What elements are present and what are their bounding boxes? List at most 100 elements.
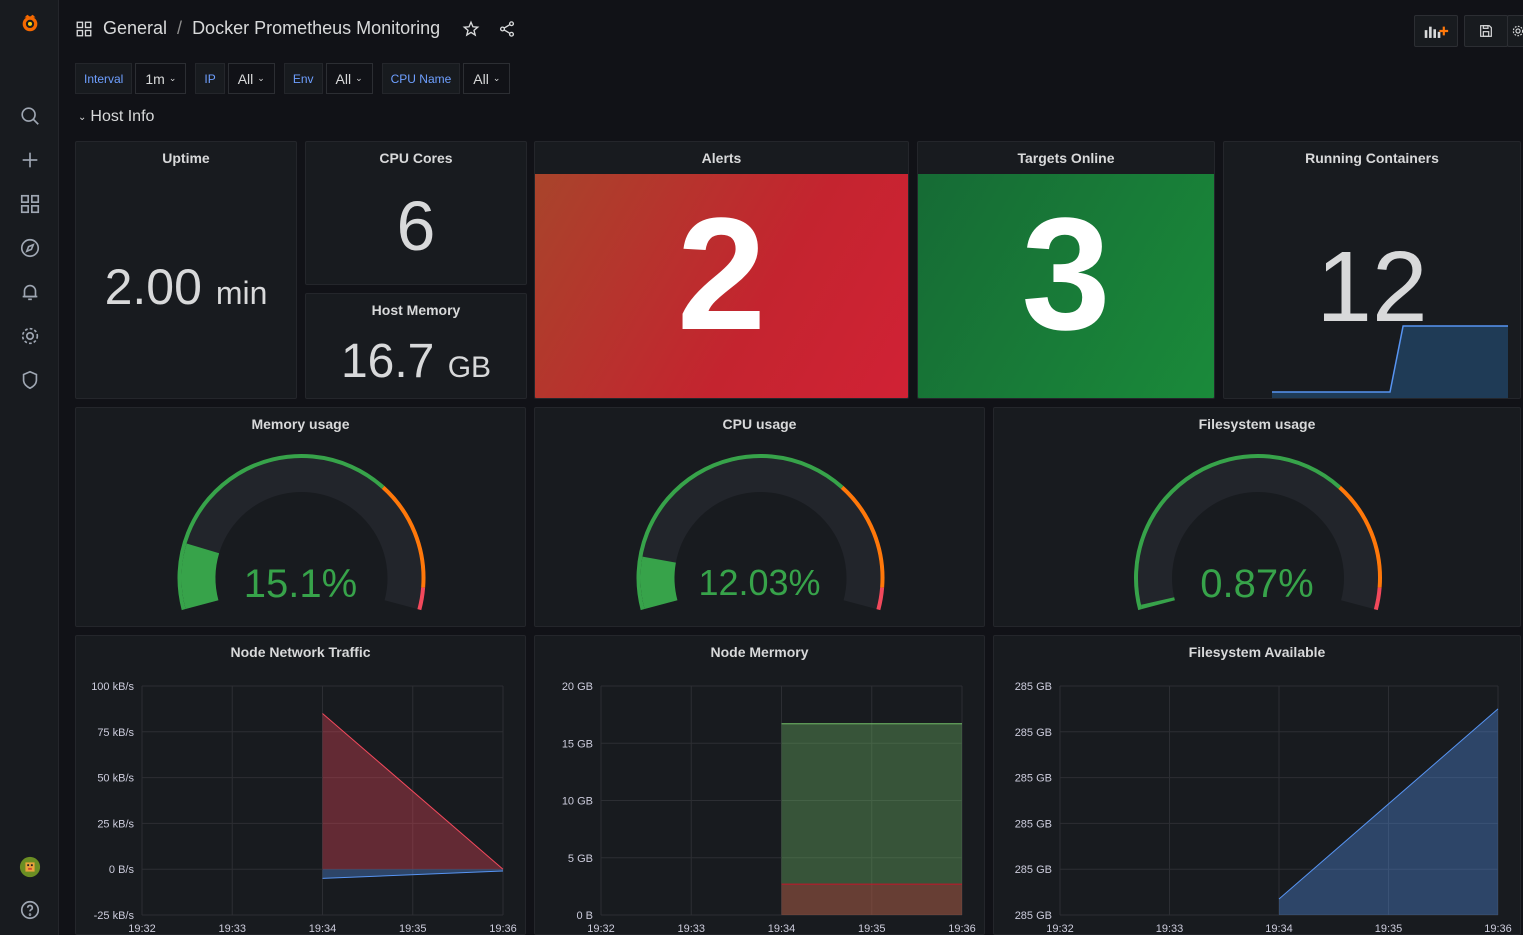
stat-value: 2 [677, 184, 766, 363]
share-icon[interactable] [498, 20, 516, 38]
save-icon [1480, 25, 1492, 37]
y-tick-label: 0 B [576, 910, 593, 922]
alerting-bell-icon[interactable] [17, 279, 43, 305]
gauge-value: 15.1% [243, 562, 358, 606]
chevron-down-icon: ⌄ [257, 73, 265, 83]
stat-background: 2 [535, 174, 908, 398]
x-tick-label: 19:36 [489, 923, 517, 935]
variable-interval-select[interactable]: 1m ⌄ [135, 63, 187, 94]
y-tick-label: 285 GB [1015, 681, 1052, 693]
gauge-threshold-orange [840, 485, 885, 588]
panel-title: Filesystem usage [1198, 416, 1316, 432]
panel-cpu-cores[interactable]: CPU Cores 6 [305, 141, 527, 285]
panel-title: Node Network Traffic [230, 644, 371, 660]
x-tick-label: 19:32 [587, 923, 615, 935]
variable-value: All [473, 70, 489, 87]
panel-node-network-traffic[interactable]: Node Network Traffic 100 kB/s 75 kB/s 50 k… [75, 635, 526, 935]
y-tick-label: 285 GB [1015, 864, 1052, 876]
variable-cpu-name-select[interactable]: All ⌄ [463, 63, 511, 94]
y-tick-label: 25 kB/s [97, 818, 134, 830]
sidebar [0, 0, 59, 935]
panel-title: Alerts [701, 150, 742, 166]
gauge-threshold-green [1134, 454, 1341, 611]
panel-uptime[interactable]: Uptime 2.00 min [75, 141, 297, 399]
panel-memory-usage[interactable]: Memory usage 15.1% [75, 407, 526, 627]
series-area-0 [781, 723, 962, 915]
y-tick-label: 5 GB [568, 853, 593, 865]
variable-cpu-name: CPU Name All ⌄ [381, 63, 511, 94]
gauge-threshold-red [1373, 587, 1382, 611]
panel-title: Filesystem Available [1188, 644, 1326, 660]
variable-label: CPU Name [381, 63, 461, 94]
panel-node-memory[interactable]: Node Mermory 20 GB 15 GB 10 GB 5 GB 0 B 19:32… [534, 635, 985, 935]
stat-number: 16.7 [340, 335, 435, 388]
panel-running-containers[interactable]: Running Containers 12 [1223, 141, 1521, 399]
gauge-track [1138, 458, 1378, 610]
variable-env-select[interactable]: All ⌄ [325, 63, 373, 94]
panel-title: Running Containers [1305, 150, 1439, 166]
row-collapse-toggle[interactable]: ⌄ Host Info [78, 108, 154, 126]
dashboard-grid-icon [76, 21, 92, 36]
y-tick-label: 100 kB/s [91, 681, 134, 693]
x-tick-label: 19:33 [677, 923, 705, 935]
panel-cpu-usage[interactable]: CPU usage 12.03% [534, 407, 985, 627]
dashboards-icon[interactable] [17, 191, 43, 217]
search-icon[interactable] [17, 103, 43, 129]
stat-value: 6 [396, 187, 436, 265]
avatar[interactable] [17, 854, 43, 880]
y-tick-label: 285 GB [1015, 818, 1052, 830]
variable-interval: Interval 1m ⌄ [75, 63, 187, 94]
variable-label: IP [195, 63, 225, 94]
gauge-value-arc [640, 556, 678, 610]
panel-alerts[interactable]: Alerts 2 [534, 141, 909, 399]
x-tick-label: 19:32 [128, 923, 156, 935]
chevron-down-icon: ⌄ [168, 73, 177, 83]
x-tick-label: 19:35 [858, 923, 886, 935]
panel-filesystem-usage[interactable]: Filesystem usage 0.87% [993, 407, 1521, 627]
panel-filesystem-available[interactable]: Filesystem Available 285 GB 285 GB 285 GB 2… [993, 635, 1521, 935]
gauge-value-arc [1141, 597, 1175, 610]
save-dashboard-button[interactable] [1464, 15, 1508, 47]
gauge-threshold-green [177, 454, 385, 611]
gauge-threshold-orange [1338, 485, 1382, 588]
gauge-value: 12.03% [698, 562, 821, 603]
x-tick-label: 19:33 [218, 923, 246, 935]
breadcrumb-separator: / [177, 18, 183, 38]
panel-targets-online[interactable]: Targets Online 3 [917, 141, 1215, 399]
y-tick-label: -25 kB/s [94, 910, 135, 922]
x-tick-label: 19:34 [309, 923, 337, 935]
series-line-1 [322, 870, 504, 879]
add-panel-icon [1424, 26, 1449, 38]
x-tick-label: 19:34 [768, 923, 796, 935]
variable-label: Interval [75, 63, 133, 94]
sparkline-line [1272, 325, 1508, 393]
sparkline-area [1272, 326, 1508, 398]
gauge-threshold-green [636, 454, 844, 611]
x-tick-label: 19:33 [1156, 923, 1184, 935]
dashboard-title[interactable]: Docker Prometheus Monitoring [192, 18, 441, 38]
breadcrumb: General / Docker Prometheus Monitoring [75, 18, 516, 39]
grafana-logo-icon[interactable] [17, 10, 43, 36]
stat-value: 12 [1316, 231, 1428, 343]
gauge [177, 454, 426, 611]
shield-icon[interactable] [17, 367, 43, 393]
panel-title: Targets Online [1017, 150, 1115, 166]
star-icon[interactable] [462, 20, 480, 38]
add-panel-button[interactable] [1414, 15, 1458, 47]
y-tick-label: 0 B/s [109, 864, 135, 876]
configuration-gear-icon[interactable] [17, 323, 43, 349]
top-navbar: General / Docker Prometheus Monitoring [59, 0, 1523, 60]
variable-ip-select[interactable]: All ⌄ [227, 63, 275, 94]
chevron-down-icon: ⌄ [492, 73, 501, 83]
breadcrumb-folder[interactable]: General [103, 18, 168, 38]
explore-compass-icon[interactable] [17, 235, 43, 261]
plus-icon[interactable] [17, 147, 43, 173]
y-tick-label: 285 GB [1015, 910, 1052, 922]
help-icon[interactable] [17, 897, 43, 923]
settings-button[interactable] [1507, 15, 1523, 47]
stat-value: 2.00 min [76, 258, 296, 316]
chevron-down-icon: ⌄ [355, 73, 363, 83]
panel-host-memory[interactable]: Host Memory 16.7 GB [305, 293, 527, 399]
x-tick-label: 19:34 [1265, 923, 1293, 935]
